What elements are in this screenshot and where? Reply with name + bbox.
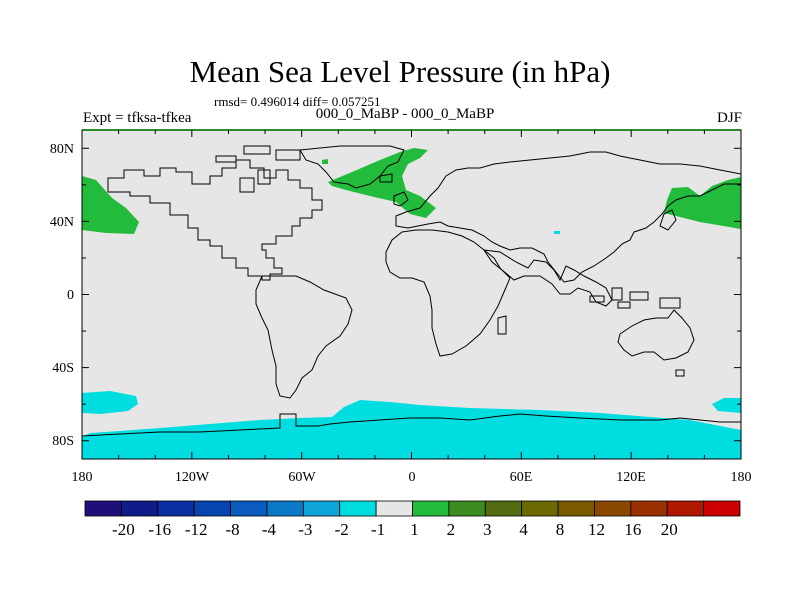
map-title: Mean Sea Level Pressure (in hPa) — [189, 54, 611, 89]
colorbar-label: 2 — [446, 520, 456, 539]
colorbar-label: 4 — [519, 520, 528, 539]
colorbar-label: 16 — [624, 520, 642, 539]
anomaly-speck — [322, 159, 328, 164]
coastline-africa — [385, 229, 511, 357]
x-tick-label: 60W — [288, 470, 316, 485]
anomaly-region-north-pacific-west — [82, 176, 139, 234]
colorbar-label: -20 — [112, 520, 135, 539]
coastline-british-isles — [393, 191, 409, 207]
colorbar-swatch — [193, 500, 231, 517]
colorbar-swatch — [412, 500, 450, 517]
coastline-antarctica — [81, 413, 741, 437]
colorbar-swatch — [302, 500, 341, 517]
y-axis-labels: 80N 40N 0 40S 80S — [50, 142, 74, 449]
x-tick-label: 120E — [616, 470, 646, 485]
positive-anomaly-regions — [82, 148, 741, 234]
y-tick-label: 40S — [52, 361, 74, 376]
anomaly-region-south-pacific-west — [82, 391, 138, 414]
coastline-indonesia — [589, 287, 681, 309]
coastline-arctic-islands — [215, 145, 301, 193]
negative-anomaly-regions — [82, 231, 741, 459]
x-tick-label: 0 — [409, 470, 416, 485]
colorbar-swatch — [339, 500, 377, 517]
coastline-eurasia — [395, 151, 742, 283]
colorbar-swatch — [84, 500, 122, 517]
colorbar-swatch — [484, 500, 523, 517]
experiment-label: Expt = tfksa-tfkea — [83, 110, 192, 126]
coastline-north-america — [107, 159, 323, 281]
colorbar-label: 8 — [555, 520, 565, 539]
y-tick-label: 0 — [67, 288, 74, 303]
y-tick-label: 80N — [50, 142, 74, 157]
colorbar-swatch — [266, 500, 304, 517]
season-label: DJF — [716, 110, 742, 126]
coastline-new-zealand — [675, 369, 685, 377]
stats-text: rmsd= 0.496014 diff= 0.057251 — [214, 94, 381, 109]
x-tick-label: 180 — [731, 470, 752, 485]
colorbar-swatch — [594, 500, 632, 517]
colorbar-swatch — [157, 500, 195, 517]
colorbar-swatch — [630, 500, 668, 517]
x-tick-label: 120W — [175, 470, 210, 485]
coastline-australia — [617, 309, 695, 361]
period-label: 000_0_MaBP - 000_0_MaBP — [315, 106, 495, 122]
colorbar-label: 20 — [660, 520, 678, 539]
axis-ticks — [81, 130, 742, 459]
colorbar-swatch — [666, 500, 705, 517]
anomaly-region-south-pacific-east — [712, 398, 741, 413]
coastlines — [81, 145, 742, 437]
anomaly-region-southern-ocean — [82, 400, 741, 459]
colorbar-swatch — [120, 500, 159, 517]
anomaly-region-north-atlantic — [328, 148, 436, 218]
colorbar-swatch — [448, 500, 486, 517]
x-tick-label: 60E — [510, 470, 533, 485]
colorbar-label: -8 — [225, 520, 240, 539]
colorbar-swatch — [557, 500, 595, 517]
colorbar-label: -4 — [261, 520, 277, 539]
x-axis-labels: 180 120W 60W 0 60E 120E 180 — [72, 470, 752, 485]
colorbar-label: -1 — [371, 520, 386, 539]
colorbar-swatch — [230, 500, 268, 517]
coastline-iceland — [379, 173, 393, 183]
colorbar-label: -3 — [298, 520, 313, 539]
colorbar-label: 1 — [410, 520, 419, 539]
anomaly-region-north-pacific-east — [664, 177, 741, 229]
coastline-japan — [659, 209, 677, 231]
colorbar-swatch — [703, 500, 741, 517]
colorbar-label: 3 — [483, 520, 492, 539]
colorbar-label: -2 — [334, 520, 349, 539]
y-tick-label: 80S — [52, 434, 74, 449]
colorbar-label: -12 — [184, 520, 208, 539]
coastline-south-america — [255, 275, 353, 399]
coastline-madagascar — [497, 315, 507, 335]
colorbar-label: 12 — [587, 520, 605, 539]
anomaly-speck — [554, 231, 560, 234]
y-tick-label: 40N — [50, 215, 74, 230]
x-tick-label: 180 — [72, 470, 93, 485]
colorbar-swatch — [375, 500, 413, 517]
colorbar-label: -16 — [148, 520, 172, 539]
colorbar-swatch — [521, 500, 559, 517]
colorbar — [84, 500, 741, 517]
